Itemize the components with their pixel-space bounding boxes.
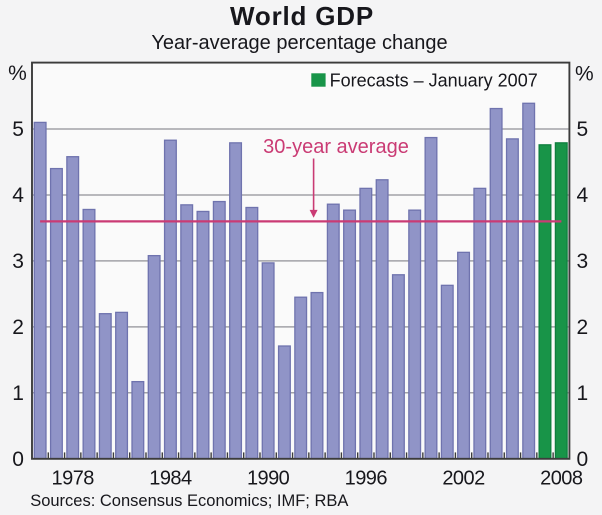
svg-text:2: 2 [577,316,589,339]
svg-text:World GDP: World GDP [230,1,374,31]
svg-text:Year-average percentage change: Year-average percentage change [151,32,447,54]
svg-text:2: 2 [12,316,24,339]
svg-text:1984: 1984 [149,468,192,490]
svg-text:30-year average: 30-year average [263,136,409,158]
svg-text:3: 3 [12,250,24,273]
svg-text:2008: 2008 [540,468,583,490]
svg-text:0: 0 [12,448,24,471]
svg-text:5: 5 [12,118,24,141]
svg-text:1978: 1978 [52,468,95,490]
svg-text:4: 4 [12,184,24,207]
svg-text:Sources: Consensus Economics;: Sources: Consensus Economics; IMF; RBA [30,492,348,510]
svg-text:1996: 1996 [345,468,388,490]
svg-text:Forecasts – January 2007: Forecasts – January 2007 [330,71,538,91]
svg-text:4: 4 [577,184,589,207]
svg-text:%: % [575,62,594,85]
svg-text:1: 1 [577,382,589,405]
svg-text:1990: 1990 [247,468,290,490]
svg-text:0: 0 [577,448,589,471]
svg-text:%: % [8,62,27,85]
svg-text:5: 5 [577,118,589,141]
svg-text:2002: 2002 [442,468,485,490]
svg-text:3: 3 [577,250,589,273]
svg-text:1: 1 [12,382,24,405]
